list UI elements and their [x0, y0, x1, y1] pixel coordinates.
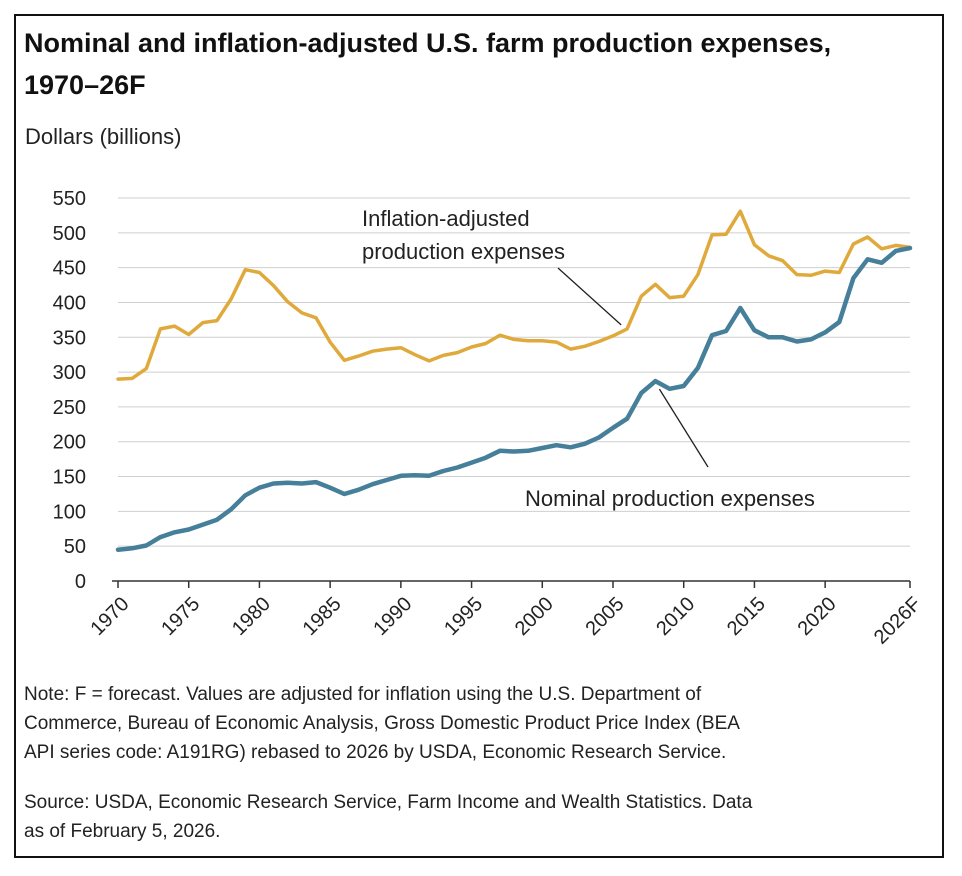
annotation-label: production expenses: [362, 239, 565, 264]
x-tick-label: 1990: [369, 593, 416, 640]
y-tick-label: 400: [53, 292, 86, 314]
y-tick-label: 100: [53, 501, 86, 523]
x-tick-label: 1985: [299, 593, 346, 640]
x-tick-label: 2005: [582, 593, 629, 640]
x-tick-label: 1995: [440, 593, 487, 640]
source-text: Source: USDA, Economic Research Service,…: [24, 788, 924, 846]
note-text: Note: F = forecast. Values are adjusted …: [24, 680, 924, 767]
y-tick-label: 550: [53, 188, 86, 210]
y-tick-label: 200: [53, 432, 86, 454]
y-tick-label: 0: [75, 571, 86, 593]
note-line: API series code: A191RG) rebased to 2026…: [24, 742, 727, 763]
y-tick-label: 300: [53, 362, 86, 384]
annotation-leader-line: [557, 267, 622, 326]
series-lines: [115, 209, 913, 552]
chart-title: Nominal and inflation-adjusted U.S. farm…: [24, 28, 832, 100]
y-tick-label: 350: [53, 327, 86, 349]
y-tick-label: 450: [53, 258, 86, 280]
gridlines: [118, 197, 910, 547]
y-tick-label: 150: [53, 467, 86, 489]
x-tick-label: 2000: [511, 593, 558, 640]
chart-frame: [14, 14, 944, 858]
y-tick-label: 250: [53, 397, 86, 419]
note-line: Note: F = forecast. Values are adjusted …: [24, 684, 702, 705]
y-axis-label: Dollars (billions): [25, 124, 182, 149]
series-line-inflation-adjusted: [116, 209, 912, 381]
x-axis: 1970 1975 1980 1985 1990 1995 2000 2005 2010 2015…: [87, 580, 926, 649]
x-tick-label: 1980: [228, 593, 275, 640]
x-tick-label: 2020: [794, 593, 841, 640]
y-tick-label: 50: [64, 536, 86, 558]
x-tick-label: 1970: [87, 593, 134, 640]
note-line: Commerce, Bureau of Economic Analysis, G…: [24, 713, 740, 734]
y-tick-label: 500: [53, 223, 86, 245]
x-tick-label: 1975: [157, 593, 204, 640]
x-tick-label: 2010: [652, 593, 699, 640]
annotation-label: Nominal production expenses: [525, 486, 815, 511]
annotation-label: Inflation-adjusted: [362, 206, 530, 231]
source-line: Source: USDA, Economic Research Service,…: [24, 792, 753, 813]
annotation-leader-line: [658, 388, 709, 468]
source-line: as of February 5, 2026.: [24, 821, 221, 842]
series-line-nominal: [115, 245, 913, 552]
x-tick-label: 2015: [723, 593, 770, 640]
x-tick-label: 2026F: [870, 593, 926, 649]
annotations: Inflation-adjusted production expenses Nom…: [362, 206, 815, 511]
y-axis-ticks: 0 50 100 150 200 250 300 350 400 450 500 550: [53, 188, 86, 593]
